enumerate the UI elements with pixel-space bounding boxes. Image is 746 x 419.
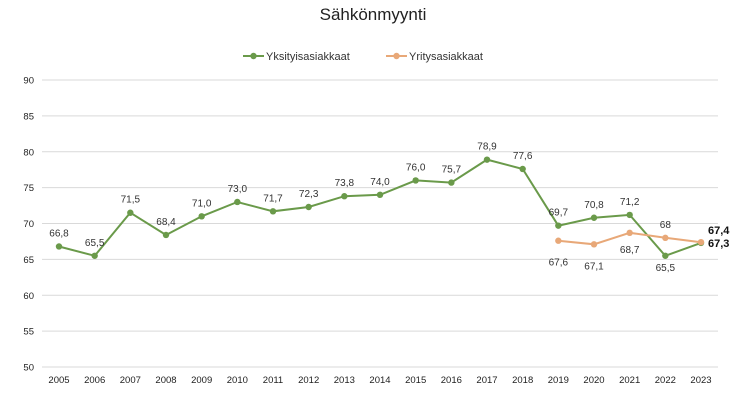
- data-point-yksityisasiakkaat-2019: [555, 222, 562, 229]
- data-label-yksityisasiakkaat-2018: 77,6: [513, 151, 533, 162]
- series-group: [55, 156, 705, 259]
- x-tick-label-2006: 2006: [84, 375, 105, 386]
- data-label-yksityisasiakkaat-2011: 71,7: [263, 193, 283, 204]
- legend-item-yksityisasiakkaat: Yksityisasiakkaat: [243, 51, 350, 63]
- data-label-yksityisasiakkaat-2012: 72,3: [299, 189, 319, 200]
- data-point-yksityisasiakkaat-2013: [341, 193, 348, 200]
- legend-label-yritysasiakkaat: Yritysasiakkaat: [409, 51, 483, 63]
- data-label-yksityisasiakkaat-2005: 66,8: [49, 228, 69, 239]
- data-label-yksityisasiakkaat-2013: 73,8: [335, 178, 355, 189]
- x-tick-label-2023: 2023: [690, 375, 711, 386]
- data-point-yksityisasiakkaat-2012: [305, 203, 312, 211]
- data-label-yritysasiakkaat-2019: 67,6: [549, 258, 569, 269]
- x-tick-label-2012: 2012: [298, 375, 319, 386]
- data-point-yksityisasiakkaat-2005: [55, 243, 63, 250]
- data-point-yksityisasiakkaat-2014: [376, 191, 384, 198]
- y-tick-label-90: 90: [23, 76, 34, 87]
- y-tick-label-75: 75: [23, 183, 34, 194]
- data-label-yksityisasiakkaat-2021: 71,2: [620, 197, 640, 208]
- x-axis: 2005 2006 2007 2008 2009 2010 2011 2012 2013 2014…: [48, 375, 711, 386]
- legend-marker-yksityisasiakkaat: [250, 52, 257, 60]
- data-label-yksityisasiakkaat-2022: 65,5: [656, 263, 676, 274]
- data-label-yksityisasiakkaat-2006: 65,5: [85, 238, 105, 249]
- data-point-yksityisasiakkaat-2011: [269, 208, 277, 215]
- x-tick-label-2005: 2005: [48, 375, 69, 386]
- x-tick-label-2011: 2011: [263, 375, 283, 386]
- data-point-yksityisasiakkaat-2007: [127, 209, 134, 216]
- data-point-yksityisasiakkaat-2016: [448, 179, 455, 186]
- legend: Yksityisasiakkaat Yritysasiakkaat: [243, 51, 483, 63]
- x-tick-label-2013: 2013: [334, 375, 355, 386]
- data-point-yritysasiakkaat-2020: [590, 241, 598, 248]
- chart-title: Sähkönmyynti: [320, 5, 427, 24]
- data-label-yksityisasiakkaat-2016: 75,7: [442, 165, 462, 176]
- data-labels: 66,8 65,5 71,5 68,4 71,0 73,0 71,7 72,3 73,8 74,0…: [49, 142, 730, 274]
- data-point-yksityisasiakkaat-2020: [590, 214, 598, 221]
- x-tick-label-2009: 2009: [191, 375, 212, 386]
- x-tick-label-2021: 2021: [619, 375, 640, 386]
- y-tick-label-60: 60: [23, 291, 34, 302]
- data-label-yksityisasiakkaat-2019: 69,7: [549, 208, 569, 219]
- legend-marker-yritysasiakkaat: [393, 52, 400, 60]
- data-label-yritysasiakkaat-2020: 67,1: [584, 261, 604, 272]
- data-point-yritysasiakkaat-2021: [626, 229, 633, 237]
- data-label-yritysasiakkaat-2023: 67,4: [708, 225, 730, 237]
- y-tick-label-85: 85: [23, 111, 34, 122]
- data-point-yksityisasiakkaat-2018: [519, 165, 526, 173]
- data-label-yritysasiakkaat-2022: 68: [660, 220, 672, 231]
- y-tick-label-80: 80: [23, 147, 34, 158]
- data-point-yksityisasiakkaat-2009: [198, 213, 205, 220]
- data-point-yksityisasiakkaat-2010: [234, 198, 241, 206]
- x-tick-label-2019: 2019: [548, 375, 569, 386]
- x-tick-label-2018: 2018: [512, 375, 533, 386]
- data-label-yksityisasiakkaat-2008: 68,4: [156, 217, 176, 228]
- x-tick-label-2020: 2020: [583, 375, 604, 386]
- x-tick-label-2008: 2008: [155, 375, 176, 386]
- x-tick-label-2007: 2007: [120, 375, 141, 386]
- data-label-yksityisasiakkaat-2023: 67,3: [708, 238, 729, 250]
- x-tick-label-2014: 2014: [369, 375, 390, 386]
- y-tick-label-55: 55: [23, 327, 34, 338]
- x-tick-label-2022: 2022: [655, 375, 676, 386]
- data-label-yksityisasiakkaat-2007: 71,5: [121, 195, 141, 206]
- data-point-yksityisasiakkaat-2008: [162, 231, 170, 239]
- y-tick-label-50: 50: [23, 363, 34, 374]
- y-axis: 50 55 60 65 70 75 80 85 90: [23, 76, 34, 374]
- data-label-yksityisasiakkaat-2009: 71,0: [192, 198, 212, 209]
- x-tick-label-2015: 2015: [405, 375, 426, 386]
- data-point-yritysasiakkaat-2022: [662, 234, 669, 242]
- legend-item-yritysasiakkaat: Yritysasiakkaat: [386, 51, 483, 63]
- data-label-yritysasiakkaat-2021: 68,7: [620, 245, 640, 256]
- x-tick-label-2010: 2010: [227, 375, 248, 386]
- x-tick-label-2017: 2017: [476, 375, 497, 386]
- legend-label-yksityisasiakkaat: Yksityisasiakkaat: [266, 51, 350, 63]
- gridlines: [42, 79, 718, 368]
- x-tick-label-2016: 2016: [441, 375, 462, 386]
- data-point-yksityisasiakkaat-2006: [91, 252, 98, 259]
- data-point-yksityisasiakkaat-2015: [412, 177, 419, 184]
- data-point-yksityisasiakkaat-2017: [483, 156, 491, 163]
- data-point-yritysasiakkaat-2023: [697, 238, 705, 246]
- data-point-yksityisasiakkaat-2021: [626, 211, 633, 219]
- y-tick-label-65: 65: [23, 255, 34, 266]
- data-point-yksityisasiakkaat-2022: [662, 252, 669, 259]
- data-label-yksityisasiakkaat-2015: 76,0: [406, 162, 426, 173]
- data-label-yksityisasiakkaat-2020: 70,8: [584, 200, 604, 211]
- data-point-yritysasiakkaat-2019: [555, 237, 562, 244]
- y-tick-label-70: 70: [23, 219, 34, 230]
- data-label-yksityisasiakkaat-2017: 78,9: [477, 142, 497, 153]
- data-label-yksityisasiakkaat-2010: 73,0: [228, 184, 248, 195]
- data-label-yksityisasiakkaat-2014: 74,0: [370, 177, 390, 188]
